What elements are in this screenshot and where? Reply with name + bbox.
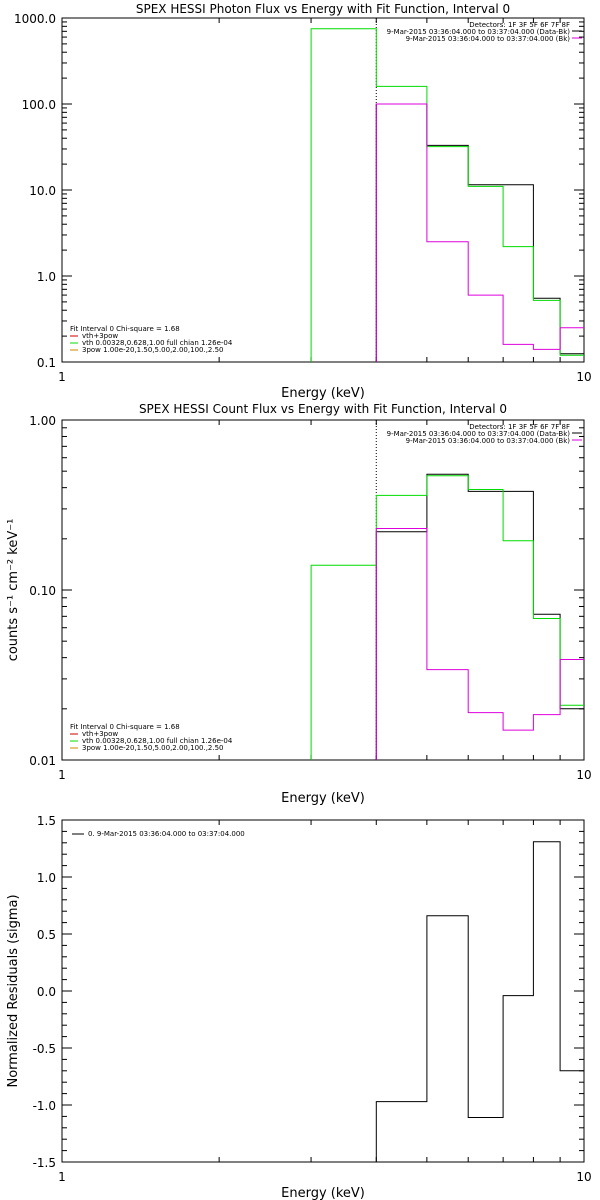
plot-frame: [61, 17, 585, 363]
x-axis-label: Energy (keV): [281, 386, 365, 401]
y-tick-label: 1.5: [37, 814, 56, 828]
legend-entry-3: 3pow 1.00e-20,1.50,5.00,2.00,100.,2.50: [82, 744, 224, 752]
x-tick-label: 10: [576, 768, 591, 782]
header-line-0: Detectors: 1F 3F 5F 6F 7F 8F: [469, 21, 570, 29]
y-tick-label: 1.00: [29, 414, 56, 428]
y-tick-label: 1.0: [37, 871, 56, 885]
chart-title: SPEX HESSI Photon Flux vs Energy with Fi…: [136, 2, 510, 16]
x-axis-label: Energy (keV): [281, 1186, 365, 1200]
y-tick-label: 0.10: [29, 584, 56, 598]
series-2-steps: [375, 103, 584, 362]
series-0-steps: [375, 473, 584, 760]
x-tick-label: 1: [58, 1170, 66, 1184]
y-axis-label: Normalized Residuals (sigma): [6, 894, 21, 1087]
y-axis-label: counts s⁻¹ cm⁻² keV⁻¹: [6, 519, 21, 662]
legend-entry-0: Fit Interval 0 Chi-square = 1.68: [70, 723, 180, 731]
legend-entry-1: vth+3pow: [82, 332, 118, 340]
legend-entry-2: vth 0.00328,0.628,1.00 full chian 1.26e-…: [82, 737, 233, 745]
chart-panel-2: 1 10 -1.5 -1.0 -0.5 0.0 0.5 1.0 1.5 Energy (keV) N…: [6, 814, 592, 1200]
legend-entry-0: 0. 9-Mar-2015 03:36:04.000 to 03:37:04.0…: [88, 830, 245, 838]
y-tick-label: -0.5: [33, 1042, 56, 1056]
y-tick-label: 10.0: [29, 184, 56, 198]
series-0-steps: [375, 841, 584, 1162]
y-tick-label: 0.01: [29, 754, 56, 768]
plot-frame: [61, 819, 585, 1163]
legend-entry-2: vth 0.00328,0.628,1.00 full chian 1.26e-…: [82, 339, 233, 347]
header-line-1: 9-Mar-2015 03:36:04.000 to 03:37:04.000 …: [387, 28, 571, 36]
y-tick-label: -1.5: [33, 1156, 56, 1170]
y-tick-label: -1.0: [33, 1099, 56, 1113]
header-line-1: 9-Mar-2015 03:36:04.000 to 03:37:04.000 …: [387, 430, 571, 438]
x-tick-label: 1: [58, 768, 66, 782]
legend-entry-1: vth+3pow: [82, 730, 118, 738]
x-tick-label: 10: [576, 1170, 591, 1184]
header-line-0: Detectors: 1F 3F 5F 6F 7F 8F: [469, 423, 570, 431]
chart-panel-1: SPEX HESSI Count Flux vs Energy with Fit…: [6, 402, 592, 806]
legend-entry-0: Fit Interval 0 Chi-square = 1.68: [70, 325, 180, 333]
series-2-steps: [375, 528, 584, 760]
y-tick-label: 0.1: [37, 356, 56, 370]
y-tick-label: 0.5: [37, 928, 56, 942]
y-tick-label: 1.0: [37, 270, 56, 284]
header-line-2: 9-Mar-2015 03:36:04.000 to 03:37:04.000 …: [406, 35, 571, 43]
series-1-steps: [310, 28, 584, 362]
header-line-2: 9-Mar-2015 03:36:04.000 to 03:37:04.000 …: [406, 437, 571, 445]
chart-title: SPEX HESSI Count Flux vs Energy with Fit…: [139, 402, 507, 416]
plot-frame: [61, 419, 585, 761]
series-0-steps: [375, 103, 584, 362]
y-tick-label: 0.0: [37, 985, 56, 999]
series-1-steps: [310, 475, 584, 760]
y-tick-label: 1000.0: [14, 12, 56, 26]
chart-panel-0: SPEX HESSI Photon Flux vs Energy with Fi…: [14, 2, 592, 401]
x-axis-label: Energy (keV): [281, 791, 365, 806]
legend-entry-3: 3pow 1.00e-20,1.50,5.00,2.00,100.,2.50: [82, 346, 224, 354]
y-tick-label: 100.0: [22, 98, 56, 112]
x-tick-label: 10: [576, 370, 591, 384]
x-tick-label: 1: [58, 370, 66, 384]
